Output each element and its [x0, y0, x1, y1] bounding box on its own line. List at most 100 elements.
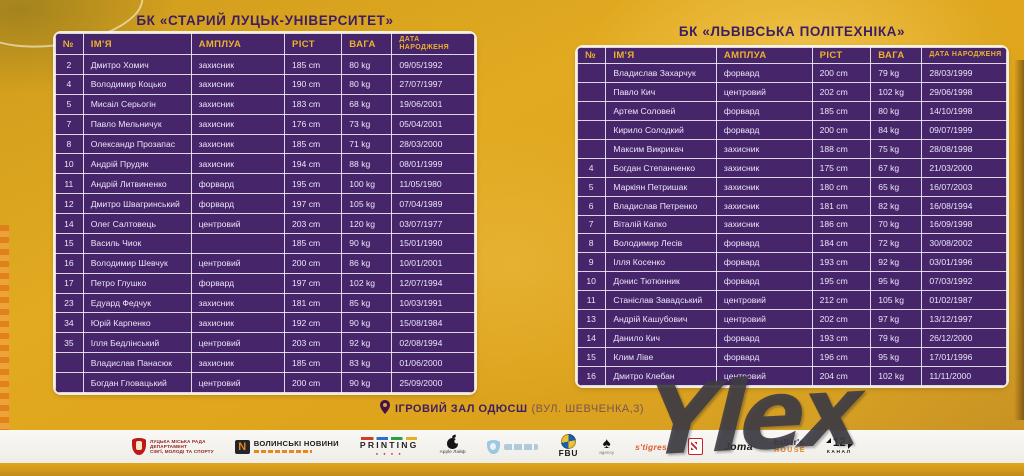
- column-header: №: [577, 47, 607, 64]
- table-cell: 200 cm: [811, 119, 872, 140]
- table-row: Владислав Панасюк захисник 185 cm 83 kg 01/0…: [55, 352, 475, 374]
- table-row: 8 Олександр Прозапас захисник 185 cm 71 kg 28…: [55, 133, 475, 155]
- table-cell: 16/09/1998: [921, 214, 1007, 235]
- table-cell: Павло Кич: [605, 81, 717, 102]
- table-cell: 197 cm: [283, 193, 343, 215]
- table-row: 15 Клим Ліве форвард 196 cm 95 kg 17/01/1996: [577, 347, 1007, 367]
- table-cell: захисник: [715, 138, 813, 159]
- table-row: 35 Ілля Бедлінський центровий 203 cm 92 kg 02…: [55, 332, 475, 354]
- table-cell: 195 cm: [283, 173, 343, 195]
- city-crest-icon: [132, 438, 146, 455]
- basketball-icon: [560, 434, 576, 450]
- table-cell: [577, 63, 607, 83]
- table-cell: 07/03/1992: [921, 271, 1007, 292]
- table-row: 17 Петро Глушко форвард 197 cm 102 kg 12/07/1…: [55, 272, 475, 294]
- venue-line: ІГРОВИЙ ЗАЛ ОДЮСШ (ВУЛ. ШЕВЧЕНКА,3): [0, 400, 1024, 417]
- table-cell: 183 cm: [283, 93, 343, 115]
- table-cell: 92 kg: [870, 252, 923, 273]
- table-row: 7 Віталій Капко захисник 186 cm 70 kg 16/09/1…: [577, 214, 1007, 235]
- table-row: Кирило Солодкий форвард 200 cm 84 kg 09/07/1…: [577, 119, 1007, 140]
- table-cell: 03/01/1996: [921, 252, 1007, 273]
- table-cell: 10: [577, 271, 607, 292]
- table-cell: 28/03/1999: [921, 63, 1007, 83]
- table-cell: 35: [55, 332, 84, 354]
- table-cell: 4: [55, 73, 84, 95]
- table-cell: 8: [55, 133, 84, 155]
- table-cell: центровий: [190, 213, 285, 234]
- table-cell: Донис Тютюнник: [605, 271, 717, 292]
- sponsor-text: Apple Лайф: [439, 449, 466, 455]
- table-cell: 90 kg: [341, 232, 393, 254]
- table-cell: 186 cm: [811, 214, 872, 235]
- table-cell: Кирило Солодкий: [605, 119, 717, 140]
- table-cell: 5: [55, 93, 84, 115]
- table-cell: 79 kg: [870, 328, 923, 349]
- table-cell: 29/06/1998: [921, 81, 1007, 102]
- table-cell: 7: [577, 214, 607, 235]
- table-row: 15 Василь Чиок 185 cm 90 kg 15/01/1990: [55, 232, 475, 254]
- table-cell: 67 kg: [870, 157, 923, 178]
- table-cell: 68 kg: [341, 93, 393, 115]
- table-cell: 185 cm: [283, 352, 343, 374]
- column-header: ІМ'Я: [605, 47, 717, 64]
- table-cell: 185 cm: [283, 54, 343, 75]
- table-row: 4 Володимир Коцько захисник 190 cm 80 kg 27/0…: [55, 73, 475, 95]
- table-cell: 10/01/2001: [391, 252, 475, 274]
- color-marks-icon: [361, 436, 418, 440]
- sponsor-ballers-house: baller's HOUSE: [774, 438, 806, 455]
- table-cell: 90 kg: [341, 312, 393, 334]
- table-cell: 02/08/1994: [391, 332, 475, 354]
- table-row: 6 Владислав Петренко захисник 181 cm 82 kg 16…: [577, 195, 1007, 216]
- table-cell: форвард: [715, 271, 813, 292]
- column-header: РІСТ: [283, 33, 343, 56]
- table-cell: центровий: [715, 81, 813, 102]
- table-cell: Мисаіл Серьогін: [82, 93, 192, 115]
- table-row: 7 Павло Мельничук захисник 176 cm 73 kg 05/04…: [55, 113, 475, 135]
- table-cell: 200 cm: [811, 63, 872, 83]
- table-cell: 181 cm: [283, 292, 343, 314]
- table-cell: 70 kg: [870, 214, 923, 235]
- sponsor-text: FBU: [558, 448, 579, 459]
- table-cell: [577, 100, 607, 121]
- table-cell: 203 cm: [283, 332, 343, 354]
- table-cell: Данило Кич: [605, 328, 717, 349]
- table-cell: 26/12/2000: [921, 328, 1007, 349]
- bottom-gold-band: [0, 463, 1024, 476]
- table-cell: 102 kg: [870, 366, 923, 386]
- table-cell: 102 kg: [341, 272, 393, 294]
- table-cell: 23: [55, 292, 84, 314]
- table-cell: 188 cm: [811, 138, 872, 159]
- table-cell: 72 kg: [870, 233, 923, 254]
- team-left-roster-table: № ІМ'Я АМПЛУА РІСТ ВАГА ДАТА НАРОДЖЕНЯ 2 Дмитр…: [55, 33, 475, 393]
- table-cell: Маркіян Петришак: [605, 176, 717, 197]
- sponsor-lutsk-rada: ЛУЦЬКА МІСЬКА РАДА ДЕПАРТАМЕНТ СІМ'Ї, МО…: [132, 438, 214, 455]
- table-cell: Володимир Шевчук: [82, 252, 192, 274]
- table-row: 10 Донис Тютюнник форвард 195 cm 95 kg 07/03/…: [577, 271, 1007, 292]
- table-row: 23 Едуард Федчук захисник 181 cm 85 kg 10/03/…: [55, 292, 475, 314]
- column-header: №: [55, 33, 84, 56]
- sponsor-text: agency: [599, 450, 615, 456]
- table-cell: 197 cm: [283, 272, 343, 294]
- sponsor-agency: ♠ agency: [599, 436, 615, 456]
- table-row: 34 Юрій Карпенко захисник 192 cm 90 kg 15/08/…: [55, 312, 475, 334]
- table-cell: 16: [55, 252, 84, 274]
- channel-12-icon: 12: [825, 437, 853, 449]
- table-cell: [55, 352, 84, 374]
- sponsor-text: ЛУЦЬКА МІСЬКА РАДА: [150, 438, 206, 444]
- table-cell: 85 kg: [341, 292, 393, 314]
- table-cell: 100 kg: [341, 173, 393, 195]
- table-cell: 11: [55, 173, 84, 195]
- table-cell: 15/08/1984: [391, 312, 475, 334]
- table-row: 14 Олег Салтовець центровий 203 cm 120 kg 03/…: [55, 213, 475, 234]
- sponsor-red-crest: [687, 438, 703, 455]
- table-cell: [190, 232, 285, 254]
- table-cell: захисник: [190, 352, 285, 374]
- table-cell: форвард: [715, 233, 813, 254]
- table-cell: 6: [577, 195, 607, 216]
- table-cell: 13/12/1997: [921, 309, 1007, 330]
- location-pin-icon: [379, 400, 390, 417]
- column-header: ВАГА: [341, 33, 393, 56]
- table-cell: Василь Чиок: [82, 232, 192, 254]
- table-cell: 105 kg: [341, 193, 393, 215]
- table-cell: форвард: [715, 100, 813, 121]
